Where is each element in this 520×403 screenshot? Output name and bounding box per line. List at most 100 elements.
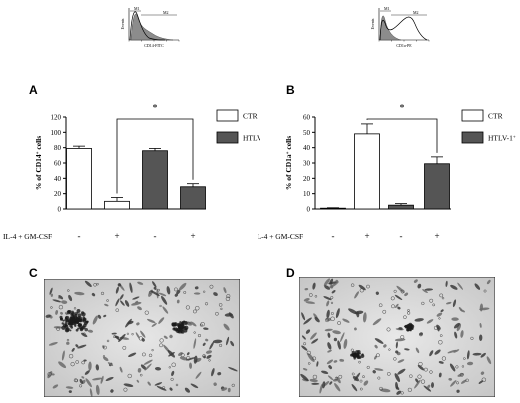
- cell: [466, 361, 474, 366]
- cell: [174, 293, 179, 297]
- round-cell: [193, 331, 196, 334]
- cell: [71, 347, 75, 352]
- cell-cluster-dot: [172, 322, 177, 327]
- cell: [185, 357, 196, 361]
- cell: [404, 348, 410, 351]
- cell: [202, 342, 206, 346]
- cell: [486, 279, 491, 285]
- round-cell: [400, 289, 405, 294]
- round-cell: [183, 291, 187, 294]
- cell: [49, 287, 53, 295]
- round-cell: [314, 295, 318, 298]
- cell: [305, 301, 316, 304]
- treatment-label: IL-4 + GM-CSF: [258, 232, 303, 241]
- cell: [301, 312, 306, 321]
- cell: [429, 350, 434, 357]
- cell-cluster-dot: [71, 314, 75, 317]
- cell: [434, 349, 441, 355]
- round-cell: [459, 372, 464, 377]
- cell: [303, 298, 310, 302]
- cell: [171, 370, 175, 377]
- flow-gate-m2-label: M2: [413, 10, 419, 15]
- round-cell: [378, 303, 383, 308]
- cell: [404, 292, 409, 297]
- cell: [176, 289, 181, 295]
- cell-cluster-dot: [178, 329, 181, 333]
- cell: [103, 314, 107, 318]
- cell: [68, 294, 73, 302]
- bar-ctr-2: [104, 200, 130, 210]
- cell: [61, 300, 68, 304]
- cell-cluster-dot: [72, 311, 75, 314]
- cell: [152, 281, 157, 288]
- round-cell: [231, 383, 235, 387]
- round-cell: [423, 367, 428, 372]
- round-cell: [306, 350, 311, 355]
- cell-cluster-dot: [78, 318, 83, 323]
- cell: [426, 319, 434, 324]
- cell: [66, 341, 70, 345]
- round-cell: [308, 293, 313, 297]
- cell: [154, 382, 163, 386]
- round-cell: [138, 336, 143, 341]
- cell: [472, 352, 482, 356]
- round-cell: [122, 345, 127, 350]
- cell: [169, 387, 173, 391]
- cell: [427, 384, 431, 389]
- round-cell: [406, 311, 411, 315]
- cell-cluster-dot: [409, 329, 412, 332]
- x-category-label: +: [114, 231, 119, 241]
- cell: [184, 387, 191, 393]
- flow-y-label: Events: [370, 18, 375, 29]
- cell: [424, 288, 434, 291]
- flow-x-label: CD1a-PE: [396, 43, 412, 48]
- y-tick-label: 50: [303, 129, 311, 137]
- cell: [209, 341, 214, 350]
- cell: [58, 295, 64, 300]
- cell: [52, 299, 62, 303]
- cell: [92, 377, 103, 381]
- cell-cluster-dot: [357, 356, 360, 359]
- cell: [397, 306, 401, 310]
- cell: [396, 285, 405, 294]
- round-cell: [439, 334, 443, 337]
- cell: [311, 338, 319, 344]
- cell-cluster-dot: [181, 330, 185, 334]
- cell: [194, 286, 199, 290]
- round-cell: [79, 384, 83, 388]
- cell: [50, 293, 54, 297]
- cell: [329, 285, 334, 289]
- round-cell: [106, 299, 109, 302]
- cell: [335, 279, 339, 283]
- round-cell: [350, 348, 354, 352]
- cell: [372, 370, 376, 374]
- round-cell: [366, 284, 370, 289]
- legend-swatch: [216, 109, 239, 122]
- significance-marker: *: [400, 103, 405, 114]
- round-cell: [157, 288, 160, 292]
- y-tick-label: 20: [54, 190, 62, 198]
- round-cell: [106, 339, 110, 343]
- round-cell: [195, 305, 200, 311]
- round-cell: [66, 338, 70, 342]
- cell-cluster-dot: [358, 352, 361, 355]
- round-cell: [82, 332, 86, 336]
- cell: [395, 341, 398, 349]
- cell: [457, 373, 464, 377]
- cell-cluster-dot: [78, 324, 84, 330]
- cell: [75, 344, 79, 348]
- cell: [452, 299, 457, 308]
- cell: [95, 364, 100, 371]
- round-cell: [325, 318, 329, 323]
- flow-marker-histogram: [129, 11, 166, 41]
- cell-cluster-dot: [69, 329, 72, 332]
- cell: [60, 311, 63, 315]
- round-cell: [391, 304, 395, 309]
- cell: [336, 376, 341, 384]
- cell: [397, 368, 406, 375]
- cell: [322, 381, 326, 389]
- cell: [323, 296, 332, 301]
- cell: [83, 359, 87, 362]
- panel-label-a: A: [29, 83, 38, 97]
- round-cell: [351, 372, 355, 376]
